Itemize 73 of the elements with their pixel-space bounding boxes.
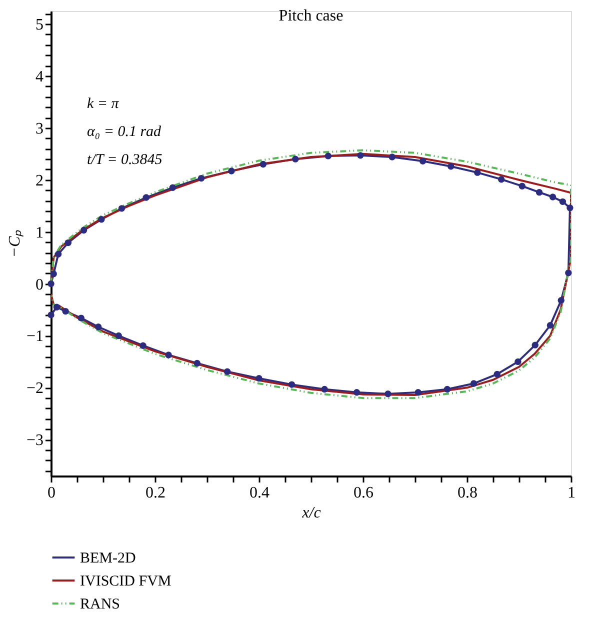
point (321, 386, 328, 393)
point (165, 352, 172, 358)
point (98, 216, 105, 223)
point (357, 152, 364, 159)
x-tick-label: 0 (48, 484, 56, 502)
point (48, 312, 54, 318)
point (260, 160, 267, 168)
point (140, 342, 146, 349)
annotation: t/T = 0.3845 (87, 152, 163, 168)
point (64, 239, 72, 246)
point (324, 152, 332, 160)
point (470, 380, 478, 387)
point (292, 156, 299, 162)
point (50, 270, 57, 278)
y-tick-label: 3 (36, 120, 44, 138)
legend-label: RANS (80, 596, 120, 612)
point (558, 297, 564, 304)
y-tick-label: 5 (36, 16, 44, 34)
point (142, 194, 150, 201)
x-tick-label: 0.2 (146, 484, 166, 502)
point (566, 204, 574, 212)
point (474, 169, 481, 176)
y-axis-title: −Cₚ (6, 229, 24, 258)
point (48, 280, 54, 288)
point (169, 184, 176, 191)
point (419, 158, 426, 164)
point (384, 390, 392, 398)
point (256, 374, 262, 382)
point (532, 342, 538, 348)
point (94, 324, 102, 330)
point (518, 182, 526, 190)
point (549, 194, 556, 200)
y-tick-label: −3 (26, 432, 44, 450)
legend-label: IVISCID FVM (80, 574, 172, 590)
point (444, 386, 451, 393)
point (80, 226, 88, 234)
y-tick-label: 4 (36, 68, 44, 86)
y-tick-label: −1 (26, 328, 44, 346)
point (565, 270, 572, 276)
point (448, 163, 454, 170)
y-tick-label: −2 (26, 380, 44, 398)
point (198, 174, 205, 182)
chart-title: Pitch case (278, 8, 344, 25)
point (494, 370, 501, 378)
x-tick-label: 0.6 (354, 484, 374, 502)
x-tick-label: 0.8 (458, 484, 478, 502)
point (288, 381, 296, 388)
point (62, 308, 69, 315)
point (559, 198, 566, 206)
point (115, 332, 122, 340)
annotation: k = π (87, 96, 120, 112)
point (353, 389, 360, 396)
legend-label: BEM-2D (80, 550, 136, 566)
x-tick-label: 0.4 (250, 484, 270, 502)
point (118, 205, 126, 212)
y-tick-label: 2 (36, 172, 44, 190)
point (224, 368, 231, 375)
x-tick-label: 1 (568, 484, 576, 502)
y-tick-label: 1 (36, 224, 44, 242)
point (546, 322, 554, 329)
point (388, 154, 396, 160)
point (54, 250, 62, 258)
point (228, 168, 235, 174)
point (498, 176, 505, 183)
point (536, 188, 543, 196)
y-tick-label: 0 (36, 276, 44, 294)
annotation: α₀ = 0.1 rad (87, 124, 162, 140)
point (78, 314, 85, 322)
point (514, 358, 522, 366)
point (414, 389, 422, 396)
point (194, 360, 200, 367)
x-axis-title: x/c (301, 504, 321, 522)
point (53, 304, 60, 310)
